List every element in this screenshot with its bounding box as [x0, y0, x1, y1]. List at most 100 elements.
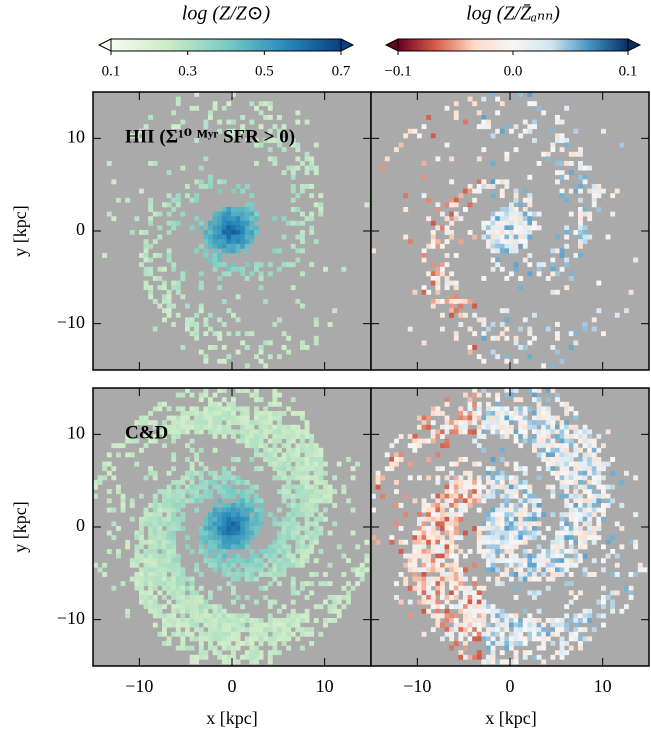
map-pixel: [582, 530, 588, 536]
map-pixel: [212, 420, 218, 426]
map-pixel: [286, 631, 292, 637]
map-pixel: [235, 526, 241, 531]
map-pixel: [148, 503, 154, 508]
map-pixel: [231, 475, 236, 481]
map-pixel: [254, 521, 259, 527]
map-pixel: [601, 489, 606, 495]
map-pixel: [495, 484, 501, 490]
map-pixel: [605, 595, 611, 600]
map-pixel: [258, 585, 264, 591]
map-pixel: [281, 424, 287, 430]
map-pixel: [244, 572, 250, 577]
map-pixel: [499, 207, 505, 212]
map-pixel: [522, 420, 528, 426]
map-pixel: [309, 641, 315, 646]
map-pixel: [481, 335, 487, 341]
map-pixel: [458, 604, 464, 610]
map-pixel: [277, 567, 282, 573]
map-pixel: [139, 516, 144, 522]
map-pixel: [518, 443, 524, 449]
map-pixel: [231, 119, 236, 125]
map-pixel: [175, 585, 181, 591]
map-pixel: [522, 654, 528, 660]
map-pixel: [426, 549, 432, 554]
map-pixel: [217, 627, 223, 633]
map-pixel: [518, 535, 524, 541]
map-pixel: [148, 549, 154, 554]
map-pixel: [281, 631, 287, 637]
map-pixel: [412, 434, 418, 439]
map-pixel: [208, 535, 213, 541]
map-pixel: [231, 262, 236, 268]
map-pixel: [286, 618, 292, 623]
map-pixel: [221, 618, 227, 623]
map-pixel: [240, 493, 246, 499]
map-pixel: [509, 613, 514, 619]
map-pixel: [194, 331, 200, 337]
map-pixel: [212, 507, 218, 513]
map-pixel: [208, 239, 213, 245]
map-pixel: [313, 443, 319, 449]
map-pixel: [162, 627, 167, 633]
map-pixel: [221, 507, 227, 513]
map-pixel: [267, 512, 273, 518]
map-pixel: [290, 503, 296, 508]
map-pixel: [180, 429, 186, 435]
map-pixel: [194, 335, 200, 341]
map-pixel: [221, 503, 227, 508]
map-pixel: [555, 553, 560, 559]
map-pixel: [346, 590, 351, 596]
map-pixel: [564, 461, 570, 467]
map-pixel: [208, 631, 213, 637]
map-pixel: [290, 434, 296, 439]
map-pixel: [444, 216, 450, 222]
map-pixel: [472, 590, 478, 596]
map-pixel: [295, 234, 301, 240]
map-pixel: [601, 585, 606, 591]
map-pixel: [518, 434, 524, 439]
map-pixel: [568, 424, 574, 430]
map-pixel: [148, 220, 154, 226]
map-pixel: [272, 447, 278, 453]
map-pixel: [290, 618, 296, 623]
map-pixel: [240, 239, 246, 245]
map-pixel: [568, 581, 574, 587]
map-pixel: [568, 434, 574, 439]
map-pixel: [472, 493, 478, 499]
map-pixel: [449, 636, 455, 642]
map-pixel: [407, 558, 413, 564]
map-pixel: [129, 503, 135, 508]
map-pixel: [591, 470, 597, 476]
map-pixel: [596, 184, 602, 189]
map-pixel: [426, 438, 432, 444]
map-pixel: [281, 641, 287, 646]
map-pixel: [476, 498, 482, 504]
map-pixel: [578, 184, 583, 189]
map-pixel: [591, 466, 597, 472]
map-pixel: [217, 562, 223, 568]
map-pixel: [587, 526, 593, 531]
map-pixel: [430, 262, 436, 268]
map-pixel: [582, 461, 588, 467]
map-pixel: [290, 613, 296, 619]
map-pixel: [522, 627, 528, 633]
map-pixel: [582, 211, 588, 217]
map-pixel: [490, 636, 496, 642]
map-pixel: [226, 406, 232, 412]
map-pixel: [286, 526, 292, 531]
map-pixel: [327, 489, 333, 495]
map-pixel: [545, 429, 551, 435]
map-pixel: [495, 128, 501, 134]
map-pixel: [605, 484, 611, 490]
map-pixel: [509, 128, 514, 134]
map-pixel: [226, 308, 232, 314]
map-pixel: [559, 266, 565, 272]
map-pixel: [281, 549, 287, 554]
map-pixel: [189, 599, 195, 605]
map-pixel: [263, 424, 269, 430]
map-pixel: [313, 340, 319, 346]
map-pixel: [286, 558, 292, 564]
map-pixel: [226, 248, 232, 254]
map-pixel: [495, 530, 501, 536]
map-pixel: [513, 526, 519, 531]
